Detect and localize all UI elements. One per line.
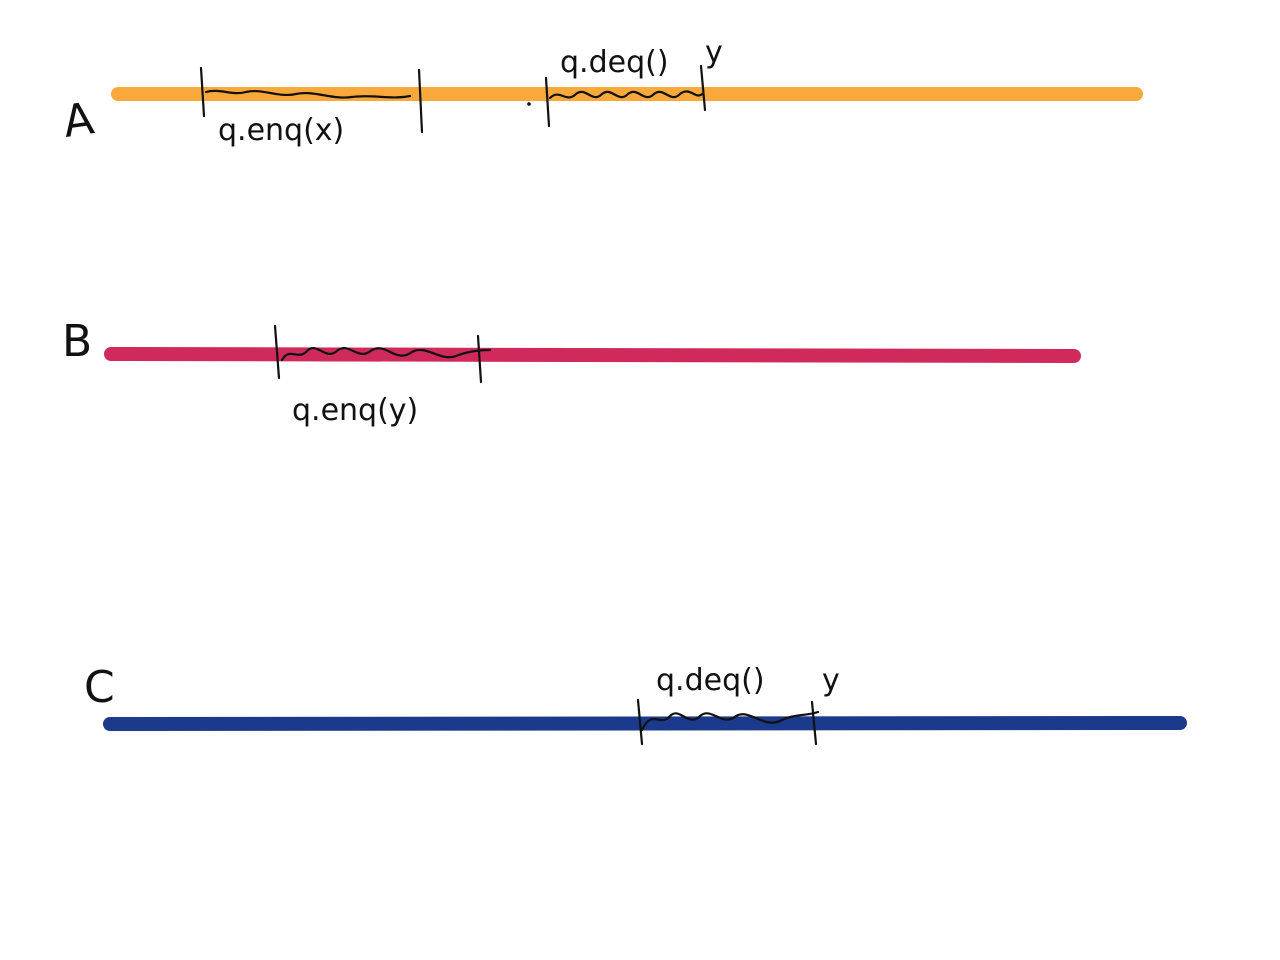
interval-end-tick (810, 700, 818, 746)
thread-a-op-enq-label: q.enq(x) (218, 113, 344, 148)
interval-squiggle (548, 90, 704, 100)
interval-end-tick (476, 334, 483, 384)
interval-end-tick (417, 68, 424, 134)
thread-a-op-deq-label: q.deq() (560, 45, 669, 80)
thread-a-op-deq-result: y (705, 35, 723, 70)
interval-start-tick (636, 698, 644, 746)
thread-a-interval-deq: q.deq() y (527, 35, 723, 128)
interval-start-tick (544, 76, 551, 128)
thread-c-interval-deq: q.deq() y (636, 663, 840, 746)
thread-b-label: B (62, 316, 92, 367)
thread-a-label: A (60, 93, 97, 148)
thread-a-interval-enq: q.enq(x) (199, 66, 424, 148)
interval-start-tick (273, 324, 281, 380)
interval-squiggle (640, 710, 820, 732)
thread-c-op-deq-result: y (822, 663, 840, 698)
thread-b-op-enq-label: q.enq(y) (292, 393, 418, 428)
interval-end-tick (699, 64, 707, 112)
thread-b-timeline (104, 347, 1081, 363)
interval-squiggle (204, 89, 412, 99)
thread-a: A q.enq(x) q.deq() y (60, 35, 1143, 148)
thread-c: C q.deq() y (84, 662, 1187, 746)
interval-start-tick (199, 66, 206, 118)
thread-c-label: C (84, 662, 115, 713)
thread-c-op-deq-label: q.deq() (656, 663, 765, 698)
thread-b-interval-enq: q.enq(y) (273, 324, 492, 428)
interval-squiggle (280, 347, 492, 362)
thread-b: B q.enq(y) (62, 316, 1081, 428)
stray-dot (527, 102, 531, 106)
